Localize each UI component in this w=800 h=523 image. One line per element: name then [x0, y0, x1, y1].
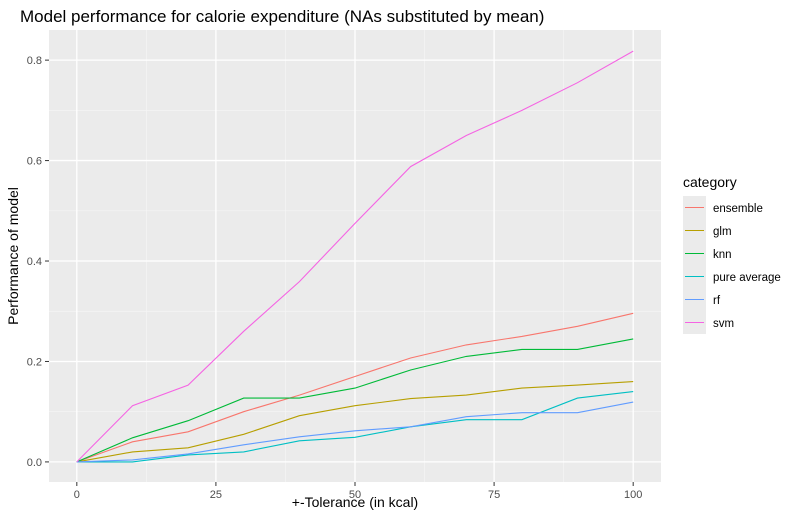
- legend-label: ensemble: [713, 203, 763, 215]
- legend-label: svm: [713, 318, 734, 330]
- y-tick-label: 0.8: [27, 55, 42, 67]
- legend-label: glm: [713, 226, 732, 238]
- series-lines: [76, 50, 634, 463]
- series-line-glm: [76, 381, 634, 463]
- y-tick-label: 0.0: [27, 457, 42, 469]
- x-tick-label: 25: [210, 489, 222, 501]
- x-tick-label: 100: [624, 489, 642, 501]
- y-axis-label: Performance of model: [5, 187, 21, 325]
- legend-label: rf: [713, 295, 721, 307]
- series-line-ensemble: [76, 312, 634, 463]
- y-tick-label: 0.6: [27, 156, 42, 168]
- series-line-knn: [76, 338, 634, 463]
- y-tick-label: 0.4: [27, 256, 42, 268]
- legend: category ensemble glm knn pure average rf svm: [683, 174, 781, 334]
- legend-items: ensemble glm knn pure average rf svm: [683, 196, 781, 334]
- x-tick-label: 75: [488, 489, 500, 501]
- x-axis-label: +-Tolerance (in kcal): [292, 494, 418, 510]
- series-line-rf: [76, 401, 634, 463]
- x-tick-label: 50: [349, 489, 361, 501]
- axes: 0 25 50 75 100 0.0 0.2 0.4 0.6 0.8: [27, 55, 643, 501]
- y-tick-label: 0.2: [27, 356, 42, 368]
- legend-label: pure average: [713, 272, 781, 284]
- legend-label: knn: [713, 249, 732, 261]
- x-tick-label: 0: [74, 489, 80, 501]
- grid-lines: [49, 30, 661, 482]
- series-line-svm: [76, 50, 634, 463]
- chart-title: Model performance for calorie expenditur…: [20, 7, 544, 26]
- legend-title: category: [683, 174, 737, 190]
